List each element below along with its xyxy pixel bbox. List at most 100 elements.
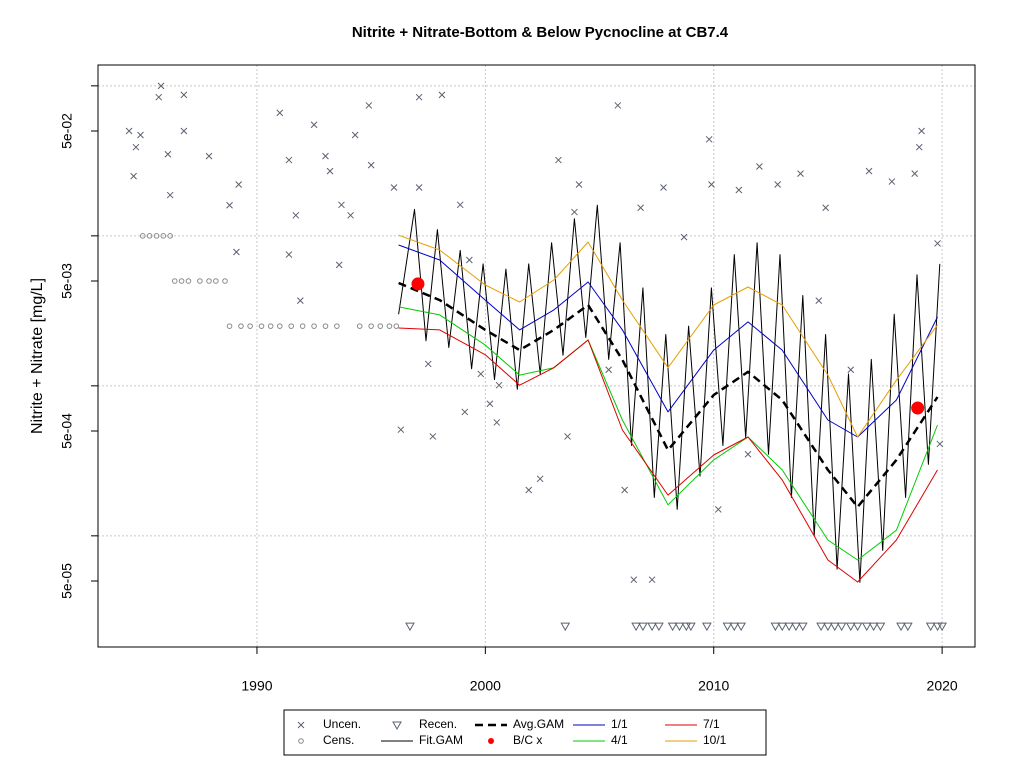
point-triangle <box>829 622 840 632</box>
point-dot <box>488 738 494 744</box>
point-triangle <box>896 622 906 632</box>
point-dot <box>411 277 425 291</box>
y-axis-label: Nitrite + Nitrate [mg/L] <box>29 278 46 434</box>
point-x <box>637 204 644 212</box>
point-x <box>397 426 405 434</box>
point-triangle <box>823 622 833 632</box>
point-x <box>621 486 629 494</box>
point-x <box>525 486 533 494</box>
legend-text: Avg.GAM <box>513 717 564 731</box>
point-circle <box>185 278 192 284</box>
point-x <box>888 178 896 185</box>
line-10-1 <box>398 234 938 438</box>
point-triangle <box>667 622 678 632</box>
point-triangle <box>791 622 801 632</box>
point-circle <box>322 323 329 329</box>
point-x <box>571 208 578 216</box>
point-triangle <box>674 622 685 632</box>
legend-text: 4/1 <box>611 733 628 747</box>
point-circle <box>178 278 185 284</box>
line-4-1 <box>398 306 938 561</box>
chart-title: Nitrite + Nitrate-Bottom & Below Pycnocl… <box>352 24 729 41</box>
point-x <box>335 261 343 269</box>
point-circle <box>213 278 219 284</box>
point-x <box>276 109 284 117</box>
point-x <box>660 184 667 191</box>
point-triangle <box>405 622 415 632</box>
point-triangle <box>902 622 913 632</box>
legend-text: 10/1 <box>703 733 727 747</box>
point-triangle <box>845 622 856 632</box>
point-x <box>744 450 752 458</box>
point-x <box>296 297 304 304</box>
point-x <box>918 127 925 135</box>
point-triangle <box>736 622 746 632</box>
legend: Uncen. Cens. Recen. Fit.GAM Avg.GAM B/C x 1/1 4… <box>283 709 767 756</box>
point-x <box>338 201 345 209</box>
plot-area <box>125 82 947 632</box>
point-x <box>233 248 240 256</box>
point-circle <box>238 323 244 329</box>
point-triangle <box>852 622 863 632</box>
point-x <box>132 143 140 151</box>
x-tick-label: 1990 <box>241 678 272 694</box>
legend-text: Uncen. <box>323 717 361 731</box>
point-x <box>456 201 464 209</box>
point-circle <box>368 323 374 329</box>
point-triangle <box>638 622 648 632</box>
point-triangle <box>392 721 402 731</box>
point-x <box>390 184 398 191</box>
point-triangle <box>647 622 657 632</box>
point-circle <box>247 323 253 329</box>
point-circle <box>139 233 146 239</box>
point-circle <box>206 278 212 284</box>
point-x <box>365 102 373 109</box>
point-x <box>429 433 437 440</box>
point-circle <box>299 323 306 329</box>
point-circle <box>334 323 340 329</box>
point-x <box>424 360 432 368</box>
point-x <box>756 163 763 170</box>
point-dot <box>911 401 925 415</box>
point-circle <box>393 323 400 329</box>
point-triangle <box>722 622 733 632</box>
point-x <box>630 576 638 584</box>
point-x <box>495 381 503 389</box>
point-x <box>797 170 804 177</box>
x-tick-label: 2020 <box>927 678 958 694</box>
point-circle <box>222 278 228 284</box>
point-triangle <box>861 622 872 632</box>
point-x <box>564 433 571 440</box>
point-x <box>648 576 656 584</box>
point-x <box>292 211 300 219</box>
line-7-1 <box>398 327 938 583</box>
point-circle <box>356 323 363 329</box>
x-tick-label: 2000 <box>470 678 501 694</box>
point-triangle <box>816 622 826 632</box>
point-triangle <box>925 622 936 632</box>
point-x <box>680 233 688 241</box>
legend-text: Recen. <box>419 717 457 731</box>
point-x <box>415 93 423 101</box>
point-triangle <box>686 622 696 632</box>
point-circle <box>146 233 153 239</box>
point-triangle <box>560 622 571 632</box>
plot-frame <box>97 64 976 648</box>
line-fit-gam <box>398 204 941 583</box>
point-circle <box>167 233 173 239</box>
point-x <box>125 127 133 135</box>
point-x <box>166 191 174 199</box>
point-x <box>461 408 469 416</box>
point-x <box>297 721 305 729</box>
point-circle <box>258 323 265 329</box>
point-x <box>774 181 782 188</box>
point-x <box>705 135 713 143</box>
y-tick-label: 5e-02 <box>59 113 75 149</box>
point-x <box>477 370 485 378</box>
legend-text: 1/1 <box>611 717 628 731</box>
point-x <box>936 440 944 448</box>
point-x <box>708 181 715 188</box>
